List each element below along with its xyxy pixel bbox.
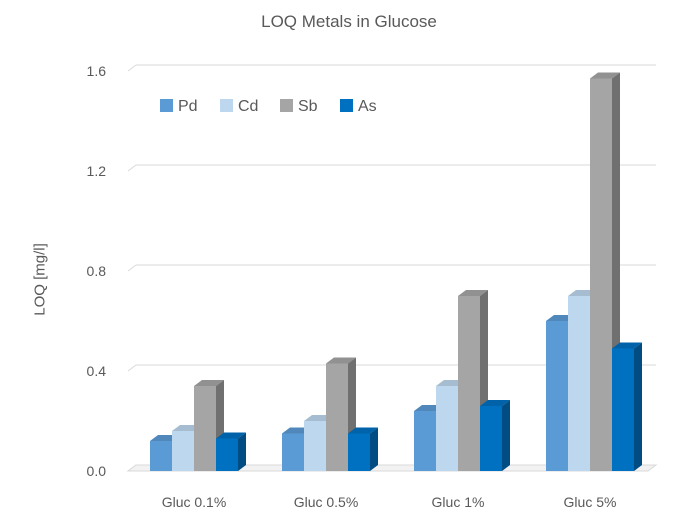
bar-as-3 xyxy=(480,400,510,471)
legend-label: Pd xyxy=(178,98,198,115)
bar-front xyxy=(304,421,326,471)
bar-front xyxy=(590,78,612,471)
bar-as-2 xyxy=(348,427,378,471)
bar-top xyxy=(348,427,378,434)
bar-front xyxy=(150,441,172,471)
bar-top xyxy=(480,400,510,406)
bar-top xyxy=(326,357,356,364)
gridline-depth xyxy=(127,64,137,72)
bar-front xyxy=(172,431,194,471)
legend-swatch xyxy=(340,99,353,112)
bar-front xyxy=(436,386,458,471)
bar-as-4 xyxy=(612,342,642,471)
legend-label: Cd xyxy=(238,98,258,115)
legend-swatch xyxy=(220,99,233,112)
gridline-depth xyxy=(127,264,137,272)
bar-side xyxy=(238,432,246,471)
legend-label: Sb xyxy=(298,98,318,115)
gridline-depth xyxy=(127,364,137,372)
x-tick-label: Gluc 0.1% xyxy=(162,494,227,510)
x-tick-label: Gluc 1% xyxy=(432,494,485,510)
bar-side xyxy=(370,427,378,471)
legend-item-as: As xyxy=(340,98,377,115)
bar-front xyxy=(348,433,370,471)
bar-front xyxy=(216,438,238,471)
bar-side xyxy=(634,342,642,471)
bar-top xyxy=(194,380,224,386)
bar-front xyxy=(480,406,502,471)
y-tick-label: 0.8 xyxy=(87,263,107,279)
bar-front xyxy=(326,363,348,471)
bar-front xyxy=(568,296,590,471)
legend-item-pd: Pd xyxy=(160,98,198,115)
legend-item-cd: Cd xyxy=(220,98,258,115)
bar-top xyxy=(612,342,642,349)
y-tick-label: 0.0 xyxy=(87,463,107,479)
bar-top xyxy=(590,72,620,79)
x-tick-label: Gluc 5% xyxy=(564,494,617,510)
legend-swatch xyxy=(280,99,293,112)
bar-front xyxy=(612,348,634,471)
legend-item-sb: Sb xyxy=(280,98,318,115)
bar-top xyxy=(458,290,488,296)
y-tick-label: 1.2 xyxy=(87,163,107,179)
y-tick-label: 0.4 xyxy=(87,363,107,379)
bar-front xyxy=(546,321,568,471)
gridline-depth xyxy=(127,164,137,172)
bar-front xyxy=(282,433,304,471)
legend-label: As xyxy=(358,98,377,115)
bar-as-1 xyxy=(216,432,246,471)
bar-side xyxy=(502,400,510,471)
bar-front xyxy=(194,386,216,471)
bar-front xyxy=(414,411,436,471)
x-tick-label: Gluc 0.5% xyxy=(294,494,359,510)
bar-front xyxy=(458,296,480,471)
legend-swatch xyxy=(160,99,173,112)
y-tick-label: 1.6 xyxy=(87,63,107,79)
bar-top xyxy=(216,432,246,439)
chart-title: LOQ Metals in Glucose xyxy=(261,12,437,31)
